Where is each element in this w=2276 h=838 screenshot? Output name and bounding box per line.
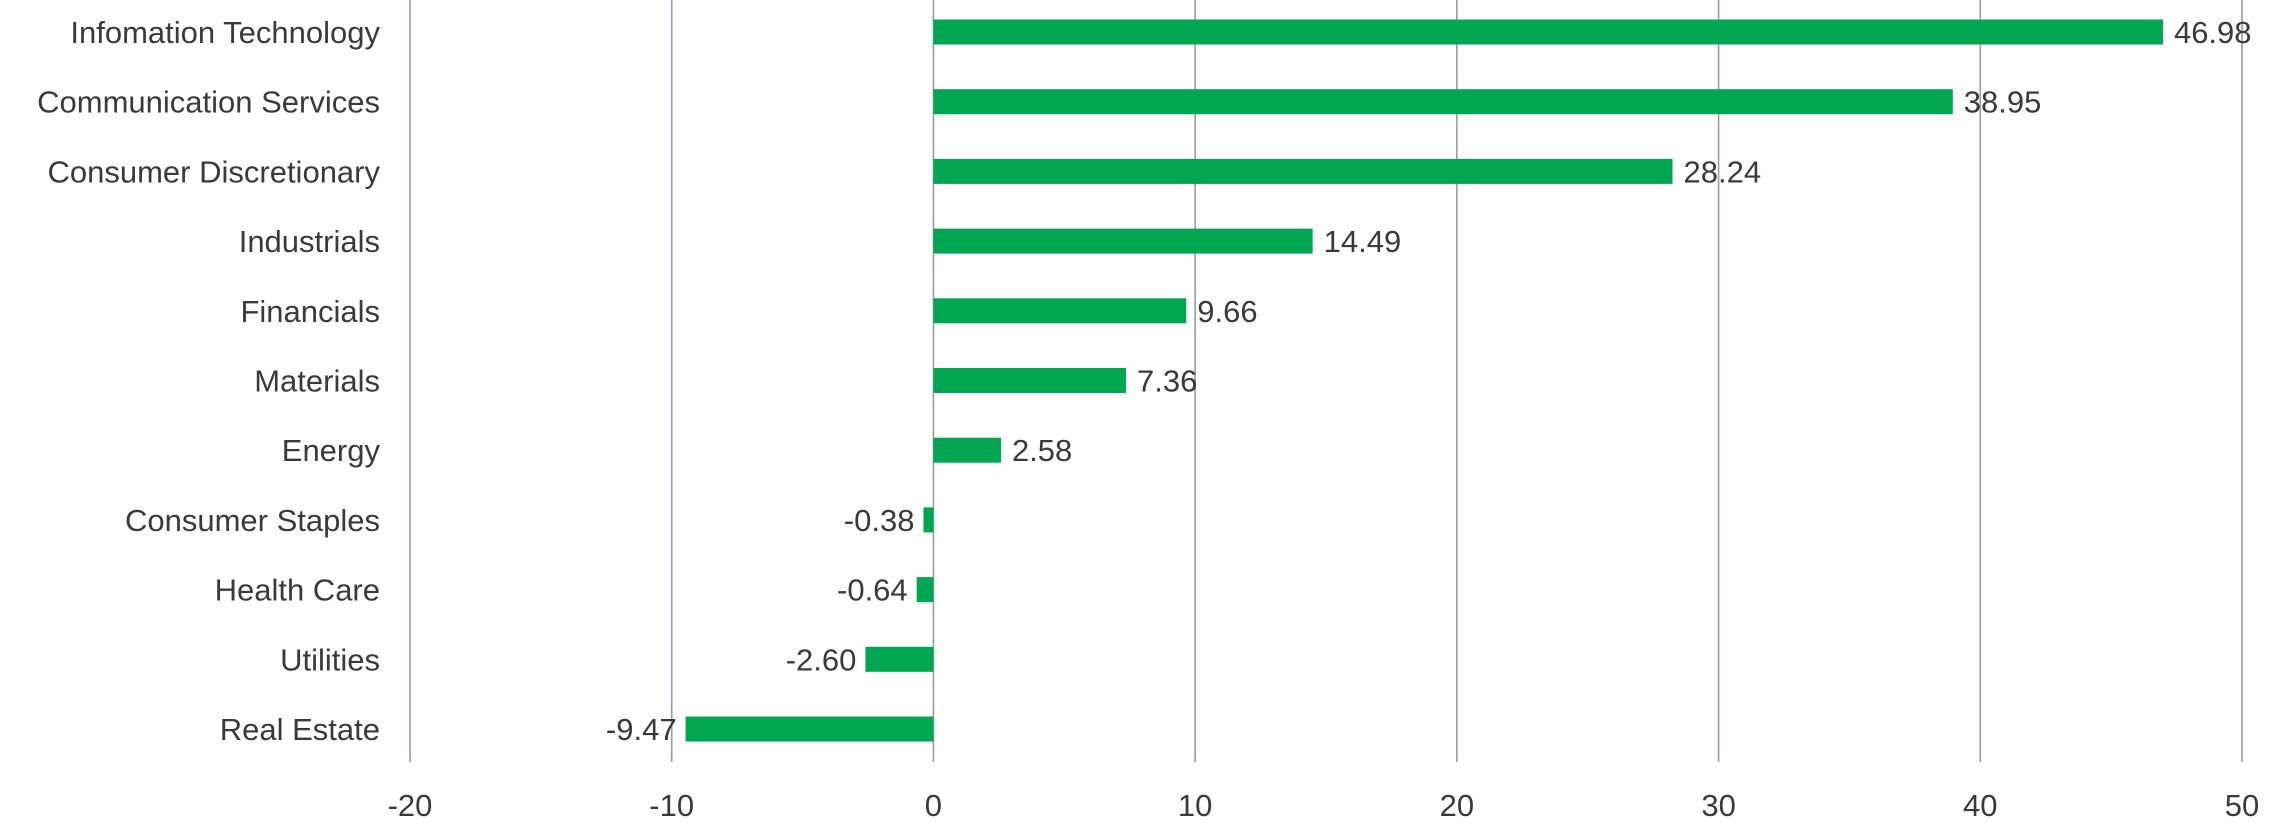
x-tick-label: 50 xyxy=(2225,788,2259,823)
category-label: Health Care xyxy=(215,573,380,608)
value-label: 14.49 xyxy=(1324,224,1402,259)
bar xyxy=(933,19,2163,45)
bar xyxy=(933,228,1313,254)
bar xyxy=(933,368,1127,393)
x-tick-label: 10 xyxy=(1178,788,1212,823)
x-tick-label: 20 xyxy=(1440,788,1474,823)
bar xyxy=(916,577,934,603)
x-tick-label: 40 xyxy=(1963,788,1997,823)
bar xyxy=(865,646,934,672)
value-label: -0.64 xyxy=(837,573,908,608)
category-label: Consumer Staples xyxy=(125,503,380,538)
x-axis-tick-labels: -20 -10 0 10 20 30 40 50 xyxy=(388,788,2260,823)
x-tick-label: 0 xyxy=(925,788,942,823)
category-label: Infomation Technology xyxy=(70,15,380,50)
bar xyxy=(685,716,934,742)
value-label: 28.24 xyxy=(1684,154,1762,189)
category-label: Industrials xyxy=(239,224,380,259)
category-label: Consumer Discretionary xyxy=(48,154,381,189)
category-labels: Infomation Technology Communication Servi… xyxy=(37,15,380,747)
x-tick-label: -10 xyxy=(649,788,694,823)
value-label: -2.60 xyxy=(786,642,857,677)
value-label: 46.98 xyxy=(2174,15,2252,50)
bar xyxy=(933,298,1187,324)
category-label: Energy xyxy=(282,433,381,468)
value-label: 9.66 xyxy=(1197,294,1257,329)
category-label: Real Estate xyxy=(220,712,380,747)
value-label: 2.58 xyxy=(1012,433,1072,468)
bar xyxy=(933,89,1953,115)
value-label: -0.38 xyxy=(844,503,915,538)
category-label: Communication Services xyxy=(37,85,380,120)
value-label: 7.36 xyxy=(1137,364,1197,399)
x-tick-label: 30 xyxy=(1701,788,1735,823)
category-label: Utilities xyxy=(280,642,380,677)
x-tick-label: -20 xyxy=(388,788,433,823)
value-label: 38.95 xyxy=(1964,85,2042,120)
bar xyxy=(923,507,934,533)
bar xyxy=(933,158,1673,184)
category-label: Financials xyxy=(240,294,380,329)
bars xyxy=(685,19,2163,742)
bar xyxy=(933,437,1001,463)
value-label: -9.47 xyxy=(606,712,677,747)
value-labels: 46.98 38.95 28.24 14.49 9.667.36 2.58 -0.38 -0.… xyxy=(606,15,2252,747)
category-label: Materials xyxy=(254,364,380,399)
